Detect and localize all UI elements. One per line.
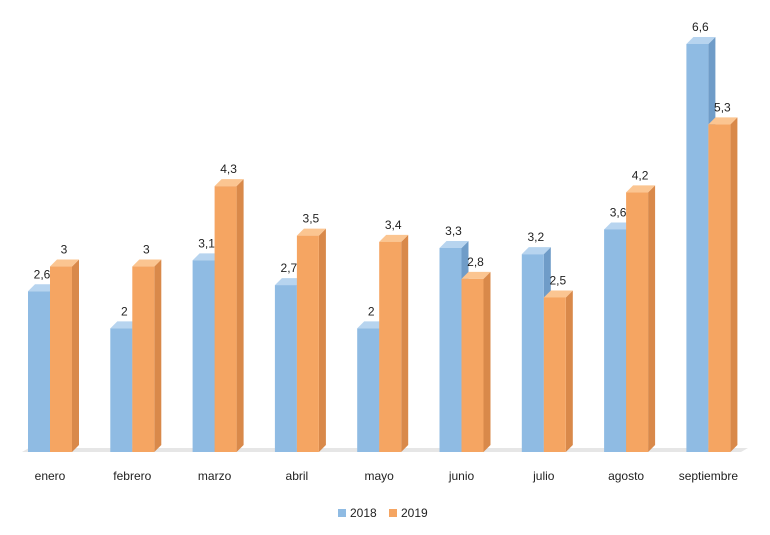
bar-top-junio-2018 xyxy=(439,241,469,248)
category-label-febrero: febrero xyxy=(113,469,151,483)
value-label-agosto-2018: 3,6 xyxy=(610,205,627,219)
bar-top-julio-2019 xyxy=(543,290,573,298)
bar-side-enero-2019 xyxy=(72,259,79,452)
bar-agosto-2019 xyxy=(626,192,649,452)
bar-top-septiembre-2019 xyxy=(708,117,738,125)
category-label-marzo: marzo xyxy=(198,469,232,483)
bar-top-marzo-2018 xyxy=(192,253,222,261)
bar-side-marzo-2019 xyxy=(236,179,244,452)
legend-label-2019: 2019 xyxy=(401,506,428,520)
bar-top-marzo-2019 xyxy=(214,179,244,187)
value-label-abril-2018: 2,7 xyxy=(281,261,298,275)
category-label-julio: julio xyxy=(532,469,555,483)
legend: 2018 2019 xyxy=(338,506,428,520)
value-label-junio-2018: 3,3 xyxy=(445,224,462,238)
bar-top-julio-2018 xyxy=(521,247,551,255)
bar-side-junio-2019 xyxy=(483,271,491,452)
value-label-septiembre-2018: 6,6 xyxy=(692,20,709,34)
bar-top-agosto-2019 xyxy=(626,185,656,193)
bar-side-mayo-2019 xyxy=(401,234,409,452)
bar-enero-2018 xyxy=(28,291,50,452)
bar-top-mayo-2019 xyxy=(379,234,409,242)
category-label-mayo: mayo xyxy=(365,469,395,483)
value-label-abril-2019: 3,5 xyxy=(303,212,320,226)
value-label-junio-2019: 2,8 xyxy=(467,255,484,269)
bar-abril-2019 xyxy=(296,235,319,452)
bar-junio-2018 xyxy=(439,248,462,452)
bar-julio-2019 xyxy=(543,297,566,452)
value-label-febrero-2019: 3 xyxy=(143,243,150,257)
bar-top-febrero-2019 xyxy=(132,259,162,267)
value-label-marzo-2019: 4,3 xyxy=(220,162,237,176)
bars-group xyxy=(28,37,738,452)
value-label-septiembre-2019: 5,3 xyxy=(714,100,731,114)
category-label-enero: enero xyxy=(35,469,66,483)
bar-mayo-2018 xyxy=(357,328,380,452)
bar-side-septiembre-2019 xyxy=(730,117,738,452)
bar-top-febrero-2018 xyxy=(110,321,140,329)
bar-febrero-2018 xyxy=(110,328,133,452)
legend-label-2018: 2018 xyxy=(350,506,377,520)
value-label-mayo-2019: 3,4 xyxy=(385,218,402,232)
legend-swatch-2019 xyxy=(389,509,397,517)
bar-septiembre-2018 xyxy=(686,44,709,452)
value-label-julio-2019: 2,5 xyxy=(549,273,566,287)
value-labels-group: 2,6 3 2 3 3,1 4,3 2,7 3,5 2 3,4 3,3 2,8 3,2 2,5 3,6 4,2… xyxy=(34,20,731,318)
bar-febrero-2019 xyxy=(132,266,155,452)
bar-top-abril-2019 xyxy=(296,228,326,236)
value-label-julio-2018: 3,2 xyxy=(527,230,544,244)
value-label-marzo-2018: 3,1 xyxy=(198,236,215,250)
bar-abril-2018 xyxy=(274,285,297,452)
bar-marzo-2018 xyxy=(192,260,215,452)
bar-side-agosto-2019 xyxy=(648,185,656,452)
category-labels-group: enero febrero marzo abril mayo junio julio agos… xyxy=(35,469,739,483)
value-label-agosto-2019: 4,2 xyxy=(632,168,649,182)
bar-top-septiembre-2018 xyxy=(686,37,716,44)
bar-mayo-2019 xyxy=(379,241,402,452)
bar-septiembre-2019 xyxy=(708,124,731,452)
bar-marzo-2019 xyxy=(214,186,237,452)
category-label-abril: abril xyxy=(286,469,309,483)
bar-top-junio-2019 xyxy=(461,271,491,279)
bar-side-julio-2019 xyxy=(565,290,573,452)
legend-swatch-2018 xyxy=(338,509,346,517)
category-label-septiembre: septiembre xyxy=(679,469,739,483)
bar-top-enero-2019 xyxy=(50,259,79,267)
bar-side-abril-2019 xyxy=(318,228,326,452)
bar-side-febrero-2019 xyxy=(154,259,162,452)
bar-julio-2018 xyxy=(521,254,544,452)
bar-top-enero-2018 xyxy=(28,284,57,292)
category-label-junio: junio xyxy=(448,469,475,483)
bar-agosto-2018 xyxy=(604,229,627,452)
bar-junio-2019 xyxy=(461,278,484,452)
value-label-mayo-2018: 2 xyxy=(368,304,375,318)
bar-top-mayo-2018 xyxy=(357,321,387,329)
value-label-febrero-2018: 2 xyxy=(121,304,128,318)
value-label-enero-2018: 2,6 xyxy=(34,267,51,281)
bar-top-agosto-2018 xyxy=(604,222,634,230)
category-label-agosto: agosto xyxy=(608,469,644,483)
bar-enero-2019 xyxy=(50,266,72,452)
bar-top-abril-2018 xyxy=(274,278,304,286)
value-label-enero-2019: 3 xyxy=(61,243,68,257)
